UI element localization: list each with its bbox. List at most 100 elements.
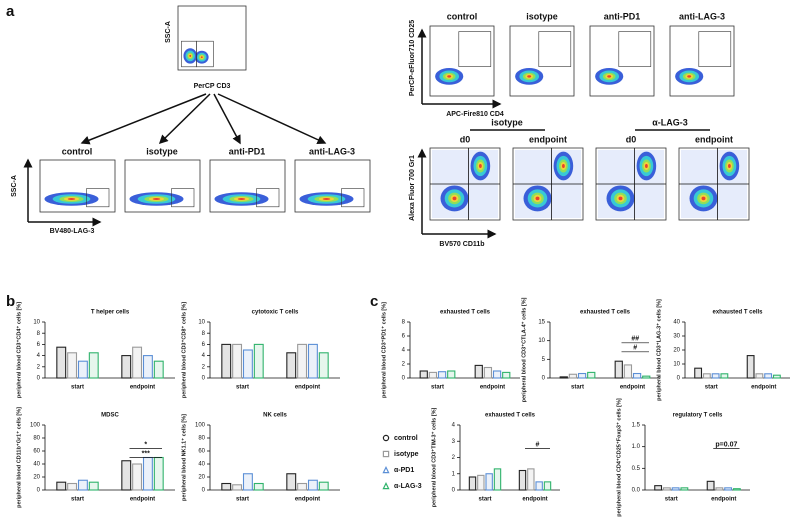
bar [706,480,715,491]
density [535,196,540,201]
bar [242,473,253,491]
density [452,196,457,201]
y-tick-label: 10 [538,338,545,344]
flow-plot [669,25,735,97]
y-tick-label: 10 [673,362,680,368]
x-tick-label: endpoint [522,497,547,503]
y-tick-label: 4 [37,353,41,359]
bar [518,469,527,491]
density [237,198,246,200]
y-tick-label: 8 [202,331,206,337]
chart-title: cytotoxic T cells [252,310,299,316]
annotation: # [633,345,637,352]
y-tick-label: 100 [30,423,41,429]
y-tick-label: 0.0 [632,488,641,494]
chart-title: NK cells [263,413,287,419]
x-tick-label: start [71,385,84,391]
bar [614,360,623,379]
y-tick-label: 30 [673,334,680,340]
bar [88,481,99,491]
y-axis-label: peripheral blood CD3⁺TIM-3⁺ cells [%] [430,408,437,508]
y-axis-label: peripheral blood NK1.1⁺ cells [%] [180,414,187,501]
bar [492,370,502,379]
bar [67,352,78,379]
y-axis-label: peripheral blood CD3⁺LAG-3⁺ cells [%] [655,299,662,401]
plot-title: control [447,11,478,21]
plot-title: d0 [460,134,471,144]
chart-title: exhausted T cells [485,413,536,419]
bar [286,473,297,491]
y-tick-label: 6 [37,342,41,348]
annotation: *** [142,450,150,457]
density [701,196,706,201]
density [645,163,648,169]
bar [142,456,153,491]
group-title: isotype [491,117,523,127]
y-tick-label: 20 [198,475,205,481]
legend-label: α-PD1 [394,467,414,474]
bar [671,487,680,491]
bar [132,463,143,491]
density [562,163,565,169]
y-tick-label: 20 [673,348,680,354]
bar [559,376,568,379]
x-tick-label: start [431,385,444,391]
y-axis-label: peripheral blood CD3⁺CD4⁺ cells [%] [15,302,22,398]
x-tick-label: endpoint [295,497,320,503]
bar [732,488,741,491]
y-tick-label: 60 [33,449,40,455]
density [447,75,452,78]
bar [232,484,243,491]
bar [153,456,164,491]
gate [341,188,365,208]
gate [618,31,652,67]
x-tick-label: start [236,497,249,503]
bar [132,346,143,379]
y-tick-label: 5 [542,357,546,363]
y-tick-label: 80 [33,436,40,442]
y-tick-label: 0 [202,488,206,494]
y-tick-label: 0 [677,376,681,382]
y-tick-label: 0 [402,376,406,382]
bar [437,371,447,379]
bar [623,364,633,379]
bar [297,343,308,379]
plot-title: isotype [146,146,178,156]
annotation: * [144,441,147,448]
bar [577,372,587,379]
bar [428,371,438,379]
bar [587,371,596,379]
bar [142,355,153,379]
x-tick-label: start [71,497,84,503]
bar [527,468,535,491]
bar [483,366,493,379]
bar [702,373,711,379]
bar [772,374,781,379]
y-tick-label: 3 [452,439,456,445]
panel-label: b [6,293,15,310]
axis-label: SSC-A [165,21,172,43]
bar [694,367,703,379]
plot-title: endpoint [695,134,733,144]
bar [318,352,329,379]
axis-label: PerCP CD3 [194,83,231,90]
bar [543,481,552,491]
y-tick-label: 2 [402,362,406,368]
bar [711,373,720,379]
bar [746,355,755,379]
density [728,163,731,169]
y-tick-label: 40 [673,320,680,326]
y-tick-label: 8 [37,331,41,337]
bar [474,364,483,379]
bar [568,373,578,379]
bar [662,487,671,491]
y-tick-label: 2 [202,364,206,370]
bar [502,371,511,379]
chart-title: MDSC [101,413,119,419]
bar [720,373,729,379]
y-tick-label: 0.5 [632,466,641,472]
y-tick-label: 0 [37,376,41,382]
legend-label: isotype [394,451,419,458]
gate [458,31,492,67]
